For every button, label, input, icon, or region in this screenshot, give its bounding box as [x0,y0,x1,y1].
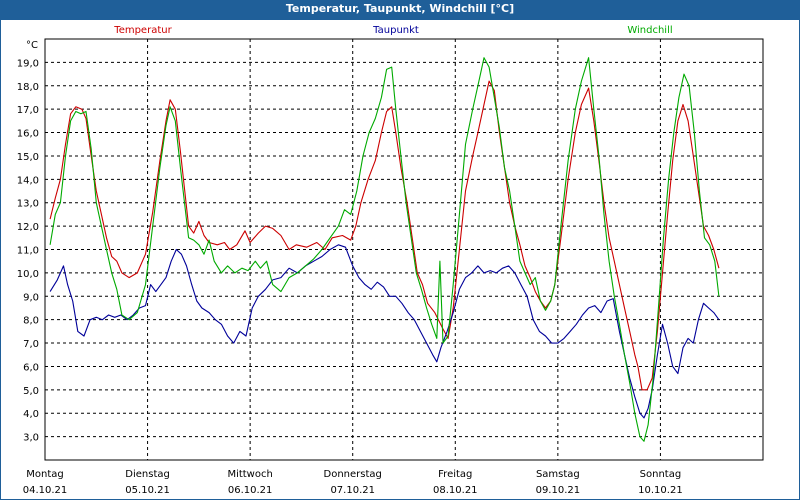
x-tick-day: Mittwoch [227,469,272,480]
legend-taupunkt: Taupunkt [372,25,419,36]
y-axis-label: °C [26,40,38,51]
y-tick-label: 4,0 [23,409,39,420]
x-tick-date: 06.10.21 [228,485,273,496]
chart-title: Temperatur, Taupunkt, Windchill [°C] [0,0,800,19]
y-tick-label: 9,0 [23,292,39,303]
y-tick-label: 5,0 [23,386,39,397]
y-tick-label: 16,0 [17,129,39,140]
legend-temperatur: Temperatur [113,25,172,36]
x-tick-date: 10.10.21 [638,485,683,496]
x-tick-date: 09.10.21 [536,485,581,496]
legend-windchill: Windchill [627,25,672,36]
y-tick-label: 7,0 [23,339,39,350]
y-tick-label: 11,0 [17,246,39,257]
y-tick-label: 10,0 [17,269,39,280]
x-tick-day: Samstag [536,469,580,480]
x-tick-date: 04.10.21 [23,485,68,496]
plot-border [44,38,764,461]
x-tick-day: Donnerstag [324,469,382,480]
y-tick-label: 6,0 [23,362,39,373]
y-tick-label: 8,0 [23,316,39,327]
x-tick-date: 05.10.21 [125,485,170,496]
series-line-taupunkt [49,244,720,419]
series-line-windchill [49,57,720,442]
series-line-temperatur [49,80,720,391]
x-tick-date: 08.10.21 [433,485,478,496]
x-tick-day: Dienstag [125,469,170,480]
x-tick-date: 07.10.21 [330,485,375,496]
y-tick-label: 12,0 [17,222,39,233]
y-tick-label: 13,0 [17,199,39,210]
x-tick-day: Montag [26,469,63,480]
y-tick-label: 18,0 [17,82,39,93]
y-tick-label: 17,0 [17,105,39,116]
x-tick-day: Sonntag [640,469,682,480]
y-tick-label: 15,0 [17,152,39,163]
y-tick-label: 19,0 [17,58,39,69]
x-tick-day: Freitag [438,469,472,480]
y-tick-label: 14,0 [17,175,39,186]
y-tick-label: 3,0 [23,433,39,444]
